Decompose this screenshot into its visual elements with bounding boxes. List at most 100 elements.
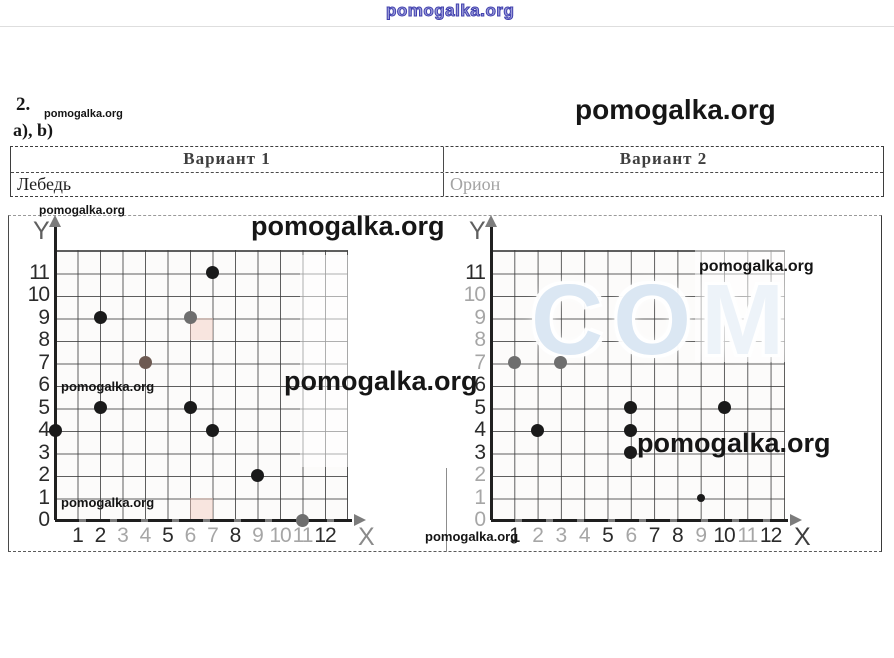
scan-fade-patch — [300, 255, 350, 467]
x-tick-label: 8 — [672, 524, 684, 547]
table-data-row: Лебедь Орион — [11, 173, 883, 196]
y-tick-label: 1 — [474, 485, 486, 509]
x-tick-label: 1 — [72, 524, 84, 547]
y-tick-label: 7 — [474, 350, 486, 374]
x-tick-label: 6 — [625, 524, 637, 547]
x-tick-label: 11 — [737, 524, 758, 547]
data-point — [624, 423, 638, 437]
table-header-row: Вариант 1 Вариант 2 — [11, 147, 883, 173]
data-point — [554, 356, 568, 369]
y-tick-label: 5 — [474, 395, 486, 419]
site-watermark: pomogalka.org — [61, 379, 155, 394]
data-point — [296, 513, 309, 527]
y-tick-label: 4 — [38, 418, 50, 441]
x-tick-label: 10 — [269, 524, 291, 547]
site-watermark: pomogalka.org — [44, 108, 123, 120]
x-tick-label: 10 — [713, 524, 735, 547]
y-tick-label: 10 — [463, 283, 486, 306]
site-watermark-outline: pomogalka.org — [385, 1, 515, 21]
scan-pink-cell — [190, 497, 213, 520]
site-watermark: pomogalka.org — [284, 366, 478, 396]
site-watermark: pomogalka.org — [425, 529, 519, 544]
x-tick-label: 12 — [759, 524, 782, 547]
data-point — [251, 468, 264, 482]
data-point — [507, 356, 521, 369]
table-cell-swan: Лебедь — [11, 173, 444, 196]
x-axis-arrow-icon — [790, 514, 802, 526]
data-point — [183, 401, 197, 414]
x-tick-label: 2 — [94, 524, 107, 547]
x-axis-label: X — [794, 523, 811, 551]
variants-table: Вариант 1 Вариант 2 Лебедь Орион — [10, 146, 884, 197]
x-tick-label: 4 — [578, 524, 591, 547]
x-tick-label: 11 — [292, 524, 314, 547]
problem-number: 2. — [16, 94, 31, 115]
y-tick-label: 0 — [474, 508, 486, 531]
x-tick-label: 12 — [314, 524, 336, 547]
top-divider-line — [0, 26, 894, 27]
data-point — [138, 356, 152, 369]
scan-fade-patch — [695, 250, 785, 362]
y-axis-arrow-icon — [49, 215, 61, 227]
scan-pink-cell — [190, 317, 213, 340]
y-axis — [489, 224, 493, 520]
x-tick-label: 5 — [162, 524, 174, 547]
site-watermark: pomogalka.org — [61, 495, 155, 510]
y-tick-label: 8 — [474, 328, 486, 351]
table-header-variant-1: Вариант 1 — [11, 147, 444, 172]
x-tick-label: 3 — [117, 524, 129, 547]
site-watermark: pomogalka.org — [251, 211, 445, 241]
grid-area — [55, 250, 348, 520]
y-axis-label: Y — [469, 217, 486, 245]
y-tick-label: 11 — [465, 260, 486, 284]
x-tick-label: 1 — [508, 524, 521, 547]
x-tick-label: 4 — [139, 524, 152, 547]
data-point — [624, 401, 638, 414]
y-tick-label: 9 — [474, 305, 486, 329]
y-axis — [53, 224, 57, 520]
x-tick-label: 3 — [555, 524, 568, 547]
data-point — [93, 401, 107, 414]
y-tick-label: 5 — [38, 395, 50, 419]
data-point — [183, 311, 197, 324]
y-tick-label: 9 — [38, 305, 50, 329]
y-tick-label: 11 — [29, 260, 50, 284]
data-point — [48, 423, 62, 437]
y-tick-label: 6 — [474, 373, 486, 396]
data-point — [717, 401, 731, 414]
y-axis-arrow-icon — [485, 215, 497, 227]
column-divider-line — [446, 468, 448, 552]
y-tick-label: 4 — [474, 418, 486, 441]
charts-outer-frame — [8, 215, 882, 552]
y-tick-label: 7 — [38, 350, 50, 374]
data-point — [93, 311, 107, 324]
y-tick-label: 0 — [38, 508, 50, 531]
x-tick-label: 9 — [252, 524, 264, 547]
x-tick-label: 8 — [229, 524, 242, 547]
x-tick-label: 5 — [602, 524, 614, 547]
data-point — [206, 423, 219, 437]
y-axis-label: Y — [33, 217, 50, 245]
data-point — [206, 266, 219, 279]
y-tick-label: 10 — [27, 283, 50, 306]
site-watermark: pomogalka.org — [637, 428, 831, 458]
y-tick-label: 2 — [38, 463, 50, 486]
x-tick-label: 7 — [648, 524, 661, 547]
data-point — [531, 423, 545, 437]
x-axis — [491, 518, 788, 522]
site-watermark: pomogalka.org — [575, 94, 776, 125]
y-tick-label: 8 — [38, 328, 50, 351]
x-tick-label: 7 — [207, 524, 219, 547]
x-axis — [55, 518, 352, 522]
y-tick-label: 2 — [474, 463, 486, 486]
x-tick-label: 2 — [532, 524, 544, 547]
site-watermark: pomogalka.org — [699, 258, 814, 275]
table-header-variant-2: Вариант 2 — [619, 149, 708, 168]
y-tick-label: 3 — [38, 440, 50, 464]
data-point — [624, 446, 638, 459]
subparts-label: a), b) — [13, 120, 53, 140]
data-point — [696, 493, 705, 502]
x-axis-arrow-icon — [354, 514, 366, 526]
